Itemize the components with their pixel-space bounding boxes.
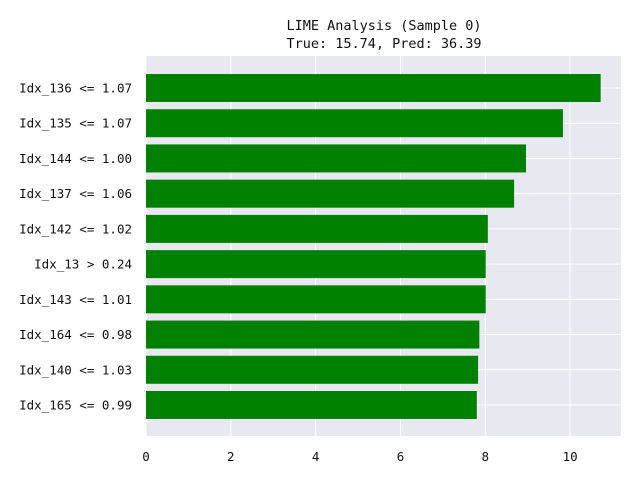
y-tick-label: Idx_143 <= 1.01: [19, 292, 132, 307]
x-tick-label: 4: [312, 449, 320, 464]
bar: [146, 144, 526, 173]
x-tick-labels: 0 2 4 6 8 10: [142, 449, 577, 464]
y-tick-label: Idx_136 <= 1.07: [19, 81, 132, 96]
y-tick-label: Idx_165 <= 0.99: [19, 398, 132, 413]
bar: [146, 285, 486, 314]
y-tick-label: Idx_164 <= 0.98: [19, 327, 132, 342]
bar: [146, 109, 563, 138]
y-tick-label: Idx_13 > 0.24: [34, 257, 132, 272]
chart-title: LIME Analysis (Sample 0): [286, 18, 481, 34]
bar: [146, 355, 479, 384]
bar: [146, 391, 477, 419]
bar: [146, 74, 601, 102]
y-tick-label: Idx_140 <= 1.03: [19, 362, 132, 377]
chart-subtitle: True: 15.74, Pred: 36.39: [286, 36, 481, 52]
x-tick-label: 6: [397, 449, 405, 464]
bar: [146, 214, 488, 243]
x-tick-label: 8: [482, 449, 490, 464]
bars: [146, 74, 601, 419]
y-tick-label: Idx_142 <= 1.02: [19, 221, 132, 236]
x-tick-label: 10: [563, 449, 578, 464]
y-tick-label: Idx_137 <= 1.06: [19, 186, 132, 201]
bar: [146, 250, 486, 279]
y-tick-labels: Idx_136 <= 1.07 Idx_135 <= 1.07 Idx_144 <=…: [19, 81, 132, 413]
bar: [146, 320, 480, 349]
x-tick-label: 0: [142, 449, 150, 464]
y-tick-label: Idx_135 <= 1.07: [19, 116, 132, 131]
x-tick-label: 2: [227, 449, 235, 464]
y-tick-label: Idx_144 <= 1.00: [19, 151, 132, 166]
bar: [146, 179, 515, 208]
